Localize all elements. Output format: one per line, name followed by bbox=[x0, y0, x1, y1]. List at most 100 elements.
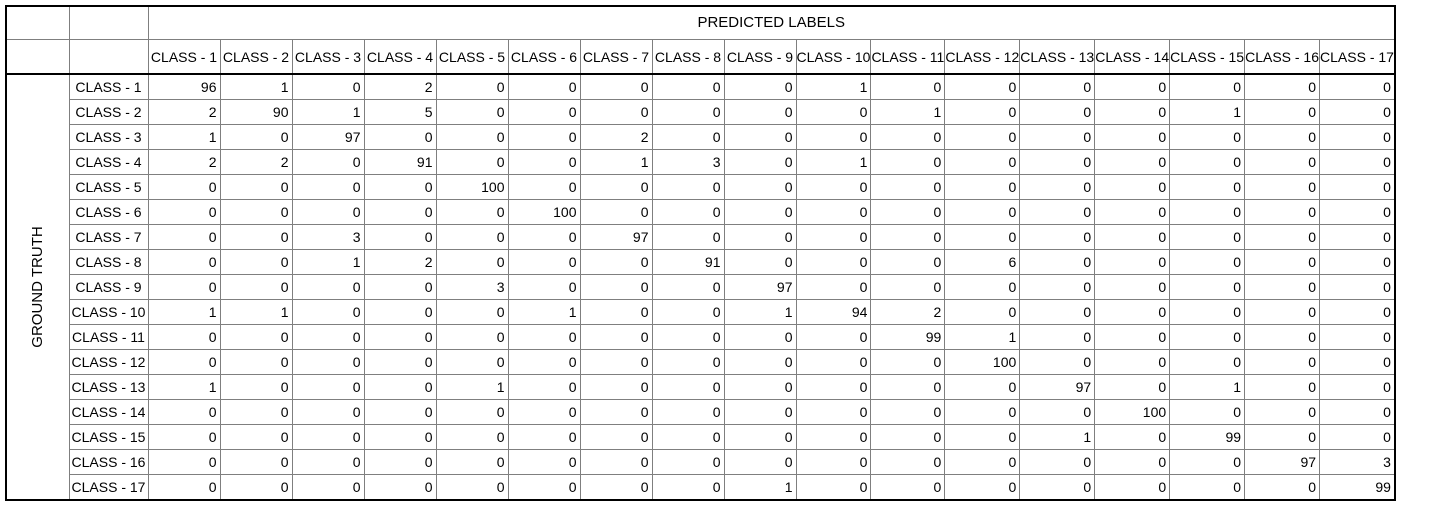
matrix-cell[interactable]: 0 bbox=[507, 149, 581, 175]
matrix-cell[interactable]: 0 bbox=[1094, 374, 1171, 400]
matrix-cell[interactable]: 0 bbox=[870, 424, 946, 450]
matrix-cell[interactable]: 0 bbox=[1094, 449, 1171, 475]
matrix-cell[interactable]: 0 bbox=[507, 224, 581, 250]
matrix-cell[interactable]: 0 bbox=[651, 174, 725, 200]
matrix-cell[interactable]: 0 bbox=[507, 474, 581, 501]
matrix-cell[interactable]: 5 bbox=[363, 99, 437, 125]
matrix-cell[interactable]: 97 bbox=[723, 274, 797, 300]
matrix-cell[interactable]: 0 bbox=[651, 299, 725, 325]
matrix-cell[interactable]: 1 bbox=[219, 299, 293, 325]
matrix-cell[interactable]: 0 bbox=[579, 73, 653, 100]
matrix-cell[interactable]: 0 bbox=[363, 424, 437, 450]
matrix-cell[interactable]: 0 bbox=[1244, 224, 1321, 250]
matrix-cell[interactable]: 0 bbox=[435, 149, 509, 175]
matrix-cell[interactable]: 0 bbox=[651, 349, 725, 375]
matrix-cell[interactable]: 0 bbox=[1169, 199, 1246, 225]
matrix-cell[interactable]: 0 bbox=[723, 349, 797, 375]
matrix-cell[interactable]: 0 bbox=[795, 324, 872, 350]
matrix-cell[interactable]: 0 bbox=[1169, 474, 1246, 501]
matrix-cell[interactable]: 0 bbox=[435, 124, 509, 150]
row-header[interactable]: CLASS - 11 bbox=[68, 324, 149, 350]
matrix-cell[interactable]: 0 bbox=[944, 274, 1021, 300]
matrix-cell[interactable]: 0 bbox=[1019, 124, 1096, 150]
matrix-cell[interactable]: 0 bbox=[944, 99, 1021, 125]
matrix-cell[interactable]: 0 bbox=[1019, 349, 1096, 375]
matrix-cell[interactable]: 0 bbox=[219, 349, 293, 375]
matrix-cell[interactable]: 0 bbox=[1244, 174, 1321, 200]
matrix-cell[interactable]: 0 bbox=[147, 324, 221, 350]
matrix-cell[interactable]: 0 bbox=[870, 274, 946, 300]
matrix-cell[interactable]: 0 bbox=[1094, 149, 1171, 175]
matrix-cell[interactable]: 0 bbox=[870, 249, 946, 275]
matrix-cell[interactable]: 1 bbox=[147, 124, 221, 150]
matrix-cell[interactable]: 0 bbox=[507, 124, 581, 150]
row-header[interactable]: CLASS - 14 bbox=[68, 399, 149, 425]
matrix-cell[interactable]: 0 bbox=[291, 73, 365, 100]
matrix-cell[interactable]: 0 bbox=[1244, 324, 1321, 350]
matrix-cell[interactable]: 0 bbox=[870, 449, 946, 475]
matrix-cell[interactable]: 0 bbox=[723, 324, 797, 350]
matrix-cell[interactable]: 0 bbox=[1169, 274, 1246, 300]
matrix-cell[interactable]: 0 bbox=[1019, 73, 1096, 100]
matrix-cell[interactable]: 0 bbox=[723, 224, 797, 250]
matrix-cell[interactable]: 0 bbox=[1094, 199, 1171, 225]
matrix-cell[interactable]: 0 bbox=[1019, 274, 1096, 300]
corner-cell-b2[interactable] bbox=[68, 39, 149, 75]
matrix-cell[interactable]: 0 bbox=[219, 324, 293, 350]
corner-cell-b1[interactable] bbox=[68, 5, 149, 40]
column-header[interactable]: CLASS - 13 bbox=[1019, 39, 1096, 75]
matrix-cell[interactable]: 1 bbox=[507, 299, 581, 325]
matrix-cell[interactable]: 0 bbox=[1319, 249, 1396, 275]
matrix-cell[interactable]: 1 bbox=[219, 73, 293, 100]
matrix-cell[interactable]: 0 bbox=[651, 449, 725, 475]
matrix-cell[interactable]: 0 bbox=[1319, 399, 1396, 425]
matrix-cell[interactable]: 99 bbox=[1169, 424, 1246, 450]
matrix-cell[interactable]: 0 bbox=[944, 199, 1021, 225]
row-header[interactable]: CLASS - 4 bbox=[68, 149, 149, 175]
matrix-cell[interactable]: 0 bbox=[579, 424, 653, 450]
matrix-cell[interactable]: 1 bbox=[579, 149, 653, 175]
corner-cell-a1[interactable] bbox=[5, 5, 70, 40]
matrix-cell[interactable]: 0 bbox=[1169, 124, 1246, 150]
matrix-cell[interactable]: 0 bbox=[507, 274, 581, 300]
matrix-cell[interactable]: 0 bbox=[1319, 424, 1396, 450]
matrix-cell[interactable]: 0 bbox=[944, 124, 1021, 150]
matrix-cell[interactable]: 0 bbox=[1319, 149, 1396, 175]
matrix-cell[interactable]: 2 bbox=[219, 149, 293, 175]
matrix-cell[interactable]: 0 bbox=[363, 299, 437, 325]
matrix-cell[interactable]: 0 bbox=[291, 374, 365, 400]
row-header[interactable]: CLASS - 6 bbox=[68, 199, 149, 225]
matrix-cell[interactable]: 0 bbox=[795, 124, 872, 150]
matrix-cell[interactable]: 0 bbox=[1244, 249, 1321, 275]
matrix-cell[interactable]: 0 bbox=[870, 474, 946, 501]
matrix-cell[interactable]: 0 bbox=[219, 249, 293, 275]
matrix-cell[interactable]: 0 bbox=[579, 374, 653, 400]
matrix-cell[interactable]: 1 bbox=[870, 99, 946, 125]
matrix-cell[interactable]: 0 bbox=[363, 324, 437, 350]
matrix-cell[interactable]: 0 bbox=[507, 73, 581, 100]
row-header[interactable]: CLASS - 8 bbox=[68, 249, 149, 275]
row-header[interactable]: CLASS - 17 bbox=[68, 474, 149, 501]
matrix-cell[interactable]: 0 bbox=[870, 224, 946, 250]
matrix-cell[interactable]: 1 bbox=[723, 299, 797, 325]
matrix-cell[interactable]: 0 bbox=[579, 449, 653, 475]
matrix-cell[interactable]: 0 bbox=[147, 274, 221, 300]
matrix-cell[interactable]: 0 bbox=[1244, 349, 1321, 375]
matrix-cell[interactable]: 99 bbox=[1319, 474, 1396, 501]
matrix-cell[interactable]: 0 bbox=[795, 424, 872, 450]
matrix-cell[interactable]: 0 bbox=[651, 224, 725, 250]
matrix-cell[interactable]: 0 bbox=[870, 374, 946, 400]
matrix-cell[interactable]: 0 bbox=[1094, 73, 1171, 100]
matrix-cell[interactable]: 100 bbox=[1094, 399, 1171, 425]
column-header[interactable]: CLASS - 9 bbox=[723, 39, 797, 75]
matrix-cell[interactable]: 0 bbox=[944, 149, 1021, 175]
matrix-cell[interactable]: 0 bbox=[795, 374, 872, 400]
matrix-cell[interactable]: 0 bbox=[1094, 474, 1171, 501]
matrix-cell[interactable]: 0 bbox=[1169, 224, 1246, 250]
matrix-cell[interactable]: 0 bbox=[219, 399, 293, 425]
row-header[interactable]: CLASS - 15 bbox=[68, 424, 149, 450]
matrix-cell[interactable]: 0 bbox=[507, 249, 581, 275]
matrix-cell[interactable]: 0 bbox=[219, 174, 293, 200]
matrix-cell[interactable]: 0 bbox=[291, 349, 365, 375]
matrix-cell[interactable]: 0 bbox=[1094, 274, 1171, 300]
